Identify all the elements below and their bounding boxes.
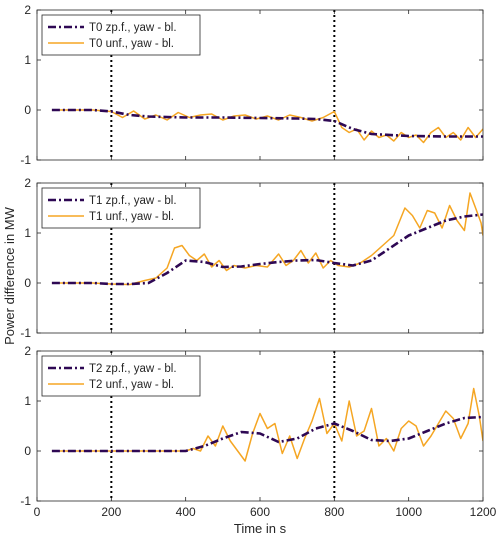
y-tick-label: -1 — [20, 153, 31, 167]
x-tick-label: 0 — [34, 505, 41, 519]
series-line-unf — [51, 387, 483, 462]
legend: T1 zp.f., yaw - bl. T1 unf., yaw - bl. — [41, 187, 201, 229]
y-tick-label: 1 — [24, 394, 31, 408]
x-tick-label: 1000 — [395, 505, 422, 519]
legend-label: T2 unf., yaw - bl. — [89, 379, 174, 391]
x-tick-label: 1200 — [470, 505, 497, 519]
legend-label: T0 unf., yaw - bl. — [89, 38, 174, 50]
x-tick-label: 600 — [250, 505, 270, 519]
legend-box — [41, 14, 201, 56]
y-tick-label: 2 — [24, 344, 31, 358]
y-axis-label: Power difference in MW — [2, 206, 17, 344]
series-line-zp — [51, 415, 483, 453]
series-line-zp — [51, 108, 483, 138]
legend-box — [41, 355, 201, 397]
axes-frame — [36, 182, 484, 334]
y-tick-label: -1 — [20, 494, 31, 508]
y-tick-label: 0 — [24, 103, 31, 117]
series-line-unf — [51, 192, 483, 286]
legend-label: T0 zp.f., yaw - bl. — [89, 22, 177, 34]
chart-panel-1: -1 0 1 2 T1 zp.f., yaw - bl. T1 unf., yaw - b… — [20, 176, 484, 340]
y-tick-label: 1 — [24, 53, 31, 67]
x-axis-label: Time in s — [234, 521, 287, 536]
legend-box — [41, 187, 201, 229]
series-line-unf — [51, 109, 483, 144]
legend: T2 zp.f., yaw - bl. T2 unf., yaw - bl. — [41, 355, 201, 397]
series-line-zp — [51, 213, 483, 286]
axes-frame — [36, 350, 484, 502]
legend-label: T1 unf., yaw - bl. — [89, 211, 174, 223]
y-tick-label: 0 — [24, 444, 31, 458]
y-tick-label: 0 — [24, 276, 31, 290]
legend-label: T1 zp.f., yaw - bl. — [89, 195, 177, 207]
x-tick-label: 200 — [101, 505, 121, 519]
y-tick-label: 2 — [24, 176, 31, 190]
x-tick-label: 800 — [324, 505, 344, 519]
legend: T0 zp.f., yaw - bl. T0 unf., yaw - bl. — [41, 14, 201, 56]
y-tick-label: -1 — [20, 326, 31, 340]
legend-label: T2 zp.f., yaw - bl. — [89, 363, 177, 375]
y-tick-label: 2 — [24, 3, 31, 17]
chart-panel-0: -1 0 1 2 T0 zp.f., yaw - bl. T0 unf., yaw - b… — [20, 3, 484, 167]
y-tick-label: 1 — [24, 226, 31, 240]
x-tick-label: 400 — [176, 505, 196, 519]
axes-frame — [36, 9, 484, 161]
